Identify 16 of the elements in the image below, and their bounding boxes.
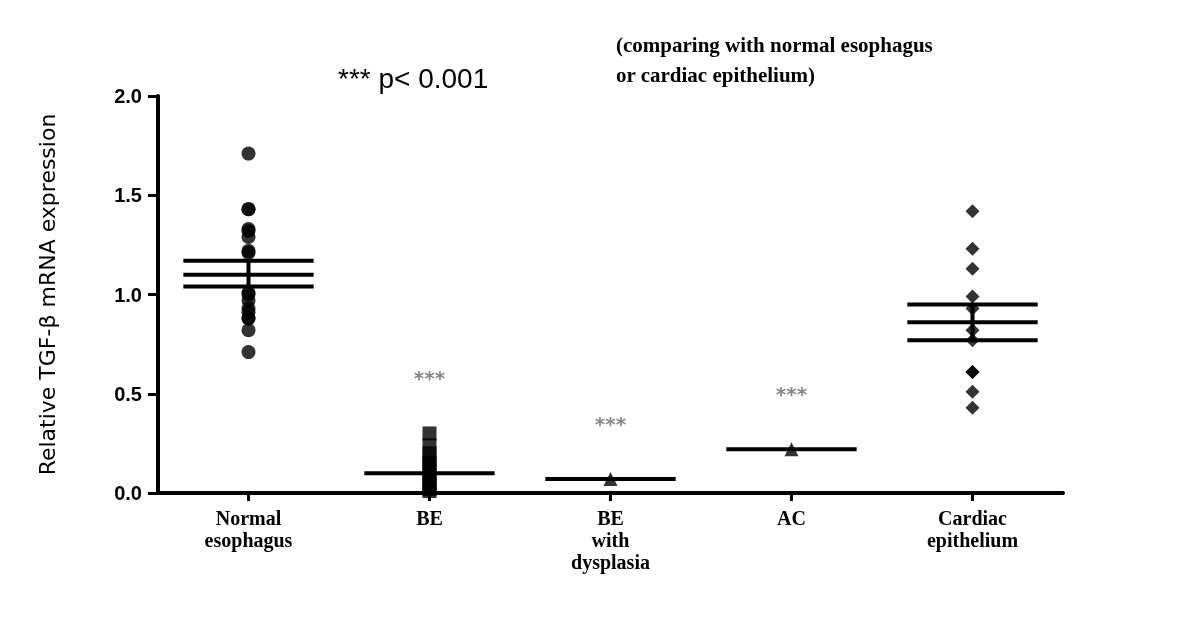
text: *** p< 0.001 [338,62,489,94]
x-tick-label: BE [416,507,443,529]
annotation: *** [775,382,808,407]
x-tick-label: BE with dysplasia [571,507,650,574]
text: (comparing with normal esophagus or cardiac epithelium) [616,33,933,87]
x-tick-label: Normal esophagus [204,507,293,552]
y-axis-title: Relative TGF-β mRNA expression [34,113,60,476]
y-tick-label: 2.0 [114,85,142,107]
x-tick-label: Cardiac epithelium [926,507,1019,552]
x-tick-label: AC [777,507,806,529]
annotation: *** [594,412,627,437]
annotation: *** [413,366,446,391]
y-tick-label: 0.5 [114,382,142,405]
y-tick-label: 1.5 [114,184,142,207]
y-tick-label: 0.0 [114,482,142,504]
y-tick-label: 1.0 [114,283,142,306]
